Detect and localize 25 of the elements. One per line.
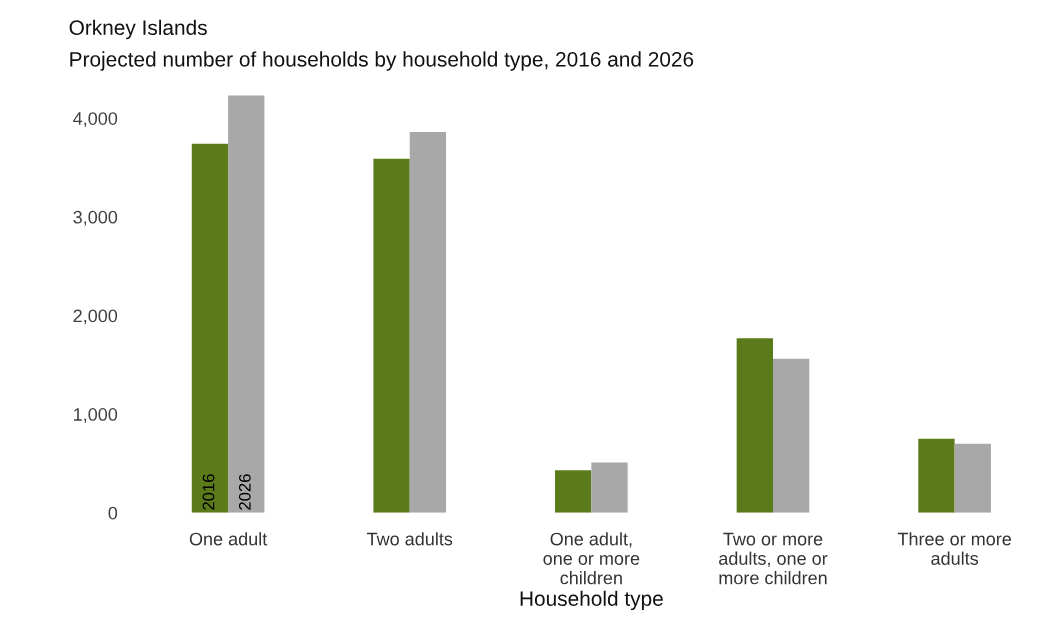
series-label: 2016 bbox=[202, 474, 215, 510]
x-tick-label: One adult, one or more children bbox=[543, 532, 640, 585]
chart-subtitle: Projected number of households by household type, 2016 and 2026 bbox=[70, 51, 694, 71]
bar bbox=[591, 462, 628, 513]
bar bbox=[555, 470, 592, 513]
series-label: 2026 bbox=[238, 474, 251, 510]
y-tick-label: 4,000 bbox=[73, 112, 118, 128]
bar bbox=[736, 338, 773, 513]
bar bbox=[373, 158, 410, 513]
x-axis-title: Household type bbox=[520, 590, 663, 611]
bar bbox=[228, 95, 265, 513]
bar bbox=[772, 358, 810, 513]
x-tick-label: Two or more adults, one or more children bbox=[719, 532, 828, 585]
bar bbox=[954, 443, 991, 513]
x-tick-label: One adult bbox=[189, 532, 268, 546]
x-tick-label: Three or more adults bbox=[897, 532, 1012, 565]
bar bbox=[918, 438, 955, 513]
x-tick-label: Two adults bbox=[366, 532, 453, 546]
chart-title: Orkney Islands bbox=[69, 19, 207, 40]
y-tick-label: 1,000 bbox=[74, 408, 118, 423]
y-tick-label: 0 bbox=[108, 506, 118, 520]
y-tick-label: 3,000 bbox=[73, 210, 118, 226]
bar bbox=[409, 132, 447, 513]
y-tick-label: 2,000 bbox=[73, 309, 118, 325]
bar bbox=[191, 143, 229, 513]
